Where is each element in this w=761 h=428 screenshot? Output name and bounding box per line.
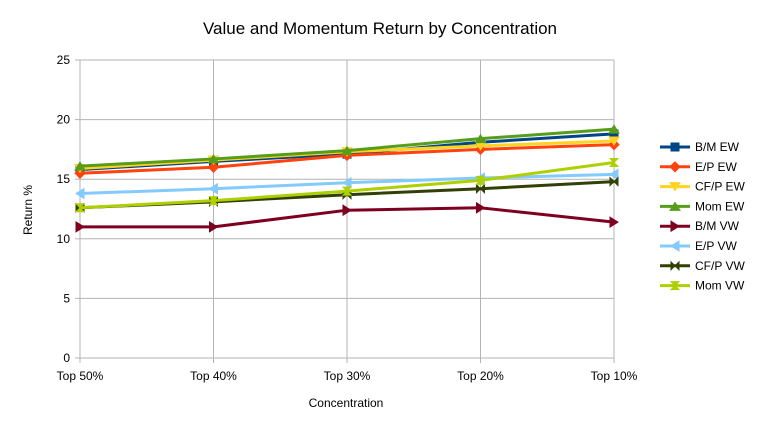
x-tick-label: Top 10% [591,369,638,383]
legend-item: B/M VW [660,219,740,233]
legend-marker [670,260,680,272]
y-tick-label: 25 [57,53,71,67]
legend-label: E/P EW [695,160,737,174]
x-tick-label: Top 30% [324,369,371,383]
legend-marker [669,182,681,192]
data-point [609,168,619,181]
data-point [208,196,219,206]
data-point [75,187,85,200]
data-point [475,175,486,185]
legend-item: CF/P EW [660,180,745,194]
data-point [608,124,620,134]
gridlines [79,59,615,359]
legend-label: CF/P VW [695,259,745,273]
x-tick-label: Top 40% [190,369,237,383]
data-point [74,203,86,213]
data-point [208,182,218,195]
data-point [476,183,485,194]
legend-label: CF/P EW [695,180,745,194]
data-point [209,220,219,233]
x-tick-label: Top 20% [457,369,504,383]
chart-title: Value and Momentum Return by Concentrati… [203,19,557,38]
legend-marker [670,240,680,252]
x-axis-label: Concentration [309,396,384,410]
y-tick-label: 20 [57,113,71,127]
legend-label: E/P VW [695,239,737,253]
data-point [474,133,487,144]
legend-item: CF/P VW [660,259,745,273]
legend-label: B/M EW [695,140,740,154]
legend-marker [669,201,681,211]
data-point [207,153,220,164]
y-tick-label: 15 [57,172,71,186]
legend-marker [670,220,680,233]
legend-item: Mom VW [660,279,745,293]
legend-item: E/P VW [660,239,737,253]
legend-marker [670,142,680,152]
y-tick-label: 5 [63,291,70,305]
data-point [75,220,85,233]
legend: B/M EW E/P EW CF/P EW Mom EW B/M VW E/P VW CF/… [660,140,745,293]
axes: 0 5 10 15 20 25 Top 50% Top 40% Top 30% Top 20% To… [57,53,638,383]
y-tick-label: 0 [63,351,70,365]
data-point [342,204,352,217]
data-point [608,158,620,168]
series-e-p-vw [75,168,619,200]
data-point [341,145,353,156]
legend-marker [669,161,681,173]
data-point [476,201,486,214]
y-axis-label: Return % [21,185,35,235]
data-point [342,176,352,189]
legend-marker [669,281,681,291]
legend-item: B/M EW [660,140,740,154]
legend-label: Mom VW [695,279,745,293]
data-point [74,161,86,171]
x-tick-label: Top 50% [57,369,104,383]
series-mom-vw [74,158,620,213]
legend-label: B/M VW [695,219,740,233]
data-point [609,216,619,229]
series-b-m-vw [75,201,619,233]
data-point [207,161,220,173]
legend-label: Mom EW [695,199,745,213]
legend-item: Mom EW [660,199,745,213]
series-mom-ew [74,124,620,171]
data-point [608,136,620,146]
data-point [609,176,619,187]
data-point [341,186,353,196]
series-lines [74,124,620,233]
y-tick-label: 10 [57,232,71,246]
legend-item: E/P EW [660,160,737,174]
